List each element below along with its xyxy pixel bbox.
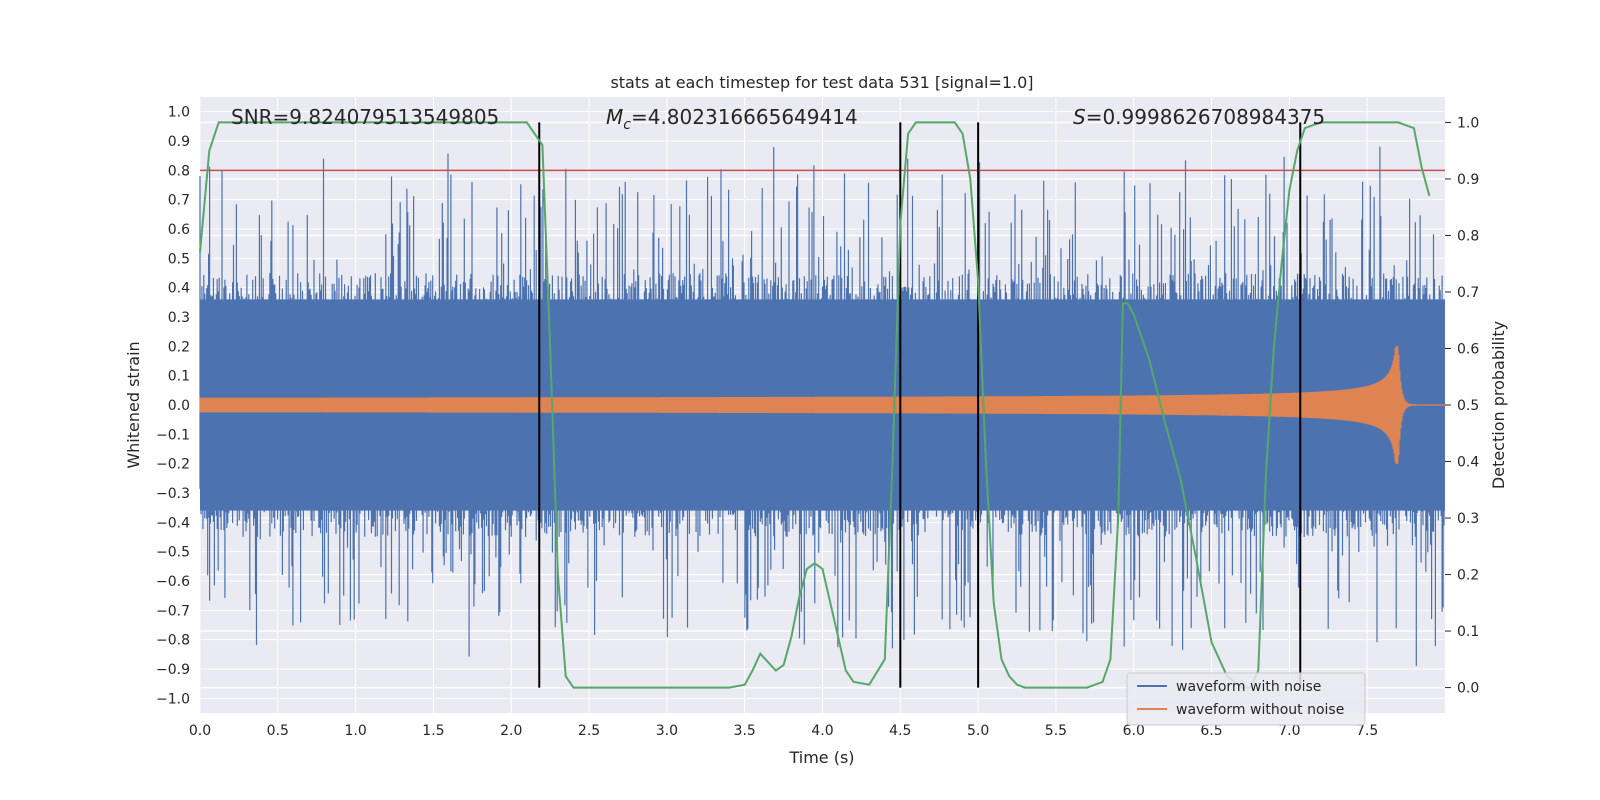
- chirp-mass-symbol: M: [606, 105, 623, 129]
- y-tick-label: −0.9: [156, 662, 190, 678]
- y-right-tick-label: 1.0: [1457, 115, 1479, 131]
- y-right-tick-label: 0.4: [1457, 455, 1479, 471]
- x-tick-label: 4.5: [889, 723, 911, 739]
- x-axis-label: Time (s): [788, 748, 854, 767]
- x-tick-label: 6.5: [1200, 723, 1222, 739]
- y-axis-ticks: 1.0 0.9 0.8 0.7 0.6 0.5 0.4 0.3 0.2 0.1 0.0 −0.1 −0.…: [156, 105, 190, 708]
- chirp-mass-subscript: c: [623, 117, 631, 133]
- chirp-mass-annotation: Mc=4.802316665649414: [606, 105, 858, 133]
- y-tick-label: 0.8: [168, 163, 190, 179]
- y-tick-label: 0.4: [168, 281, 190, 297]
- y-right-tick-label: 0.3: [1457, 511, 1479, 527]
- y-tick-label: 0.5: [168, 251, 190, 267]
- legend: waveform with noise waveform without noi…: [1126, 672, 1366, 726]
- y-right-tick-label: 0.1: [1457, 624, 1479, 640]
- y-tick-label: 0.9: [168, 134, 190, 150]
- y-tick-label: 0.6: [168, 222, 190, 238]
- y-tick-label: 0.3: [168, 310, 190, 326]
- y-right-tick-label: 0.5: [1457, 398, 1479, 414]
- x-tick-label: 3.0: [656, 723, 678, 739]
- s-value: =0.9998626708984375: [1086, 105, 1325, 129]
- y-right-tick-label: 0.7: [1457, 285, 1479, 301]
- y-tick-label: −0.6: [156, 574, 190, 590]
- s-annotation: S=0.9998626708984375: [1073, 105, 1325, 129]
- y-axis-right-ticks: 1.0 0.9 0.8 0.7 0.6 0.5 0.4 0.3 0.2 0.1 0.0: [1445, 115, 1479, 697]
- y-right-tick-label: 0.6: [1457, 341, 1479, 357]
- y-tick-label: 0.0: [168, 398, 190, 414]
- y-tick-label: 0.2: [168, 339, 190, 355]
- vertical-markers: [538, 122, 1302, 688]
- y-right-tick-label: 0.2: [1457, 568, 1479, 584]
- series-waveform-without-noise: [199, 346, 1446, 464]
- y-tick-label: 1.0: [168, 105, 190, 121]
- y-right-tick-label: 0.9: [1457, 172, 1479, 188]
- y-axis-right-label: Detection probability: [1489, 321, 1508, 489]
- chirp-trace: [199, 346, 1446, 464]
- x-tick-label: 0.5: [267, 723, 289, 739]
- x-tick-label: 7.0: [1278, 723, 1300, 739]
- x-tick-label: 6.0: [1123, 723, 1145, 739]
- legend-label-noise: waveform with noise: [1176, 679, 1321, 695]
- x-tick-label: 2.0: [500, 723, 522, 739]
- legend-box: [1126, 672, 1366, 726]
- s-symbol: S: [1073, 105, 1086, 129]
- y-tick-label: 0.7: [168, 193, 190, 209]
- x-tick-label: 1.0: [344, 723, 366, 739]
- y-axis-label: Whitened strain: [124, 341, 143, 468]
- x-axis-ticks: 0.0 0.5 1.0 1.5 2.0 2.5 3.0 3.5 4.0 4.5 5.0 5.5 6.0 6…: [189, 723, 1378, 739]
- x-tick-label: 4.0: [811, 723, 833, 739]
- snr-annotation: SNR=9.824079513549805: [231, 105, 499, 129]
- x-tick-label: 2.5: [578, 723, 600, 739]
- y-tick-label: −0.4: [156, 515, 190, 531]
- y-tick-label: −0.2: [156, 457, 190, 473]
- y-tick-label: −0.8: [156, 633, 190, 649]
- x-tick-label: 1.5: [422, 723, 444, 739]
- y-tick-label: −0.1: [156, 427, 190, 443]
- x-tick-label: 3.5: [734, 723, 756, 739]
- chirp-mass-value: =4.802316665649414: [631, 105, 858, 129]
- y-tick-label: −0.7: [156, 603, 190, 619]
- x-tick-label: 0.0: [189, 723, 211, 739]
- x-tick-label: 5.0: [967, 723, 989, 739]
- y-tick-label: −0.5: [156, 545, 190, 561]
- x-tick-label: 5.5: [1045, 723, 1067, 739]
- y-right-tick-label: 0.8: [1457, 228, 1479, 244]
- x-tick-label: 7.5: [1356, 723, 1378, 739]
- chart-title: stats at each timestep for test data 531…: [610, 73, 1033, 92]
- y-tick-label: −1.0: [156, 691, 190, 707]
- y-tick-label: 0.1: [168, 369, 190, 385]
- y-tick-label: −0.3: [156, 486, 190, 502]
- legend-label-clean: waveform without noise: [1176, 702, 1344, 718]
- y-right-tick-label: 0.0: [1457, 681, 1479, 697]
